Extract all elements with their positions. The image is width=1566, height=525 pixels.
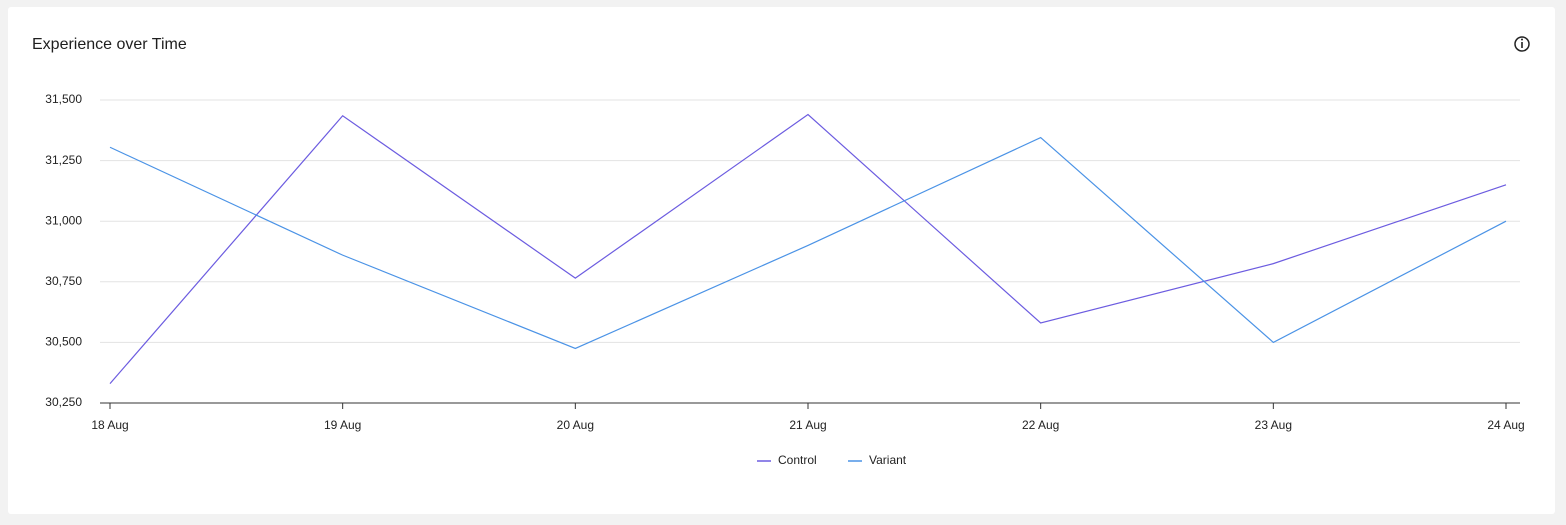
x-tick-label: 21 Aug	[789, 418, 826, 432]
x-tick-label: 18 Aug	[91, 418, 128, 432]
legend-label: Variant	[869, 453, 907, 467]
card	[8, 7, 1555, 514]
x-tick-label: 19 Aug	[324, 418, 361, 432]
x-tick-label: 24 Aug	[1487, 418, 1524, 432]
series-line	[109, 113, 1507, 385]
y-tick-label: 30,250	[45, 395, 82, 409]
y-tick-label: 31,000	[45, 213, 82, 227]
series-line	[109, 136, 1507, 350]
x-tick-label: 23 Aug	[1255, 418, 1292, 432]
y-tick-label: 31,500	[45, 92, 82, 106]
y-tick-label: 31,250	[45, 153, 82, 167]
legend-label: Control	[778, 453, 817, 467]
y-tick-label: 30,750	[45, 274, 82, 288]
info-icon[interactable]	[1514, 36, 1530, 52]
x-tick-label: 22 Aug	[1022, 418, 1059, 432]
y-tick-label: 30,500	[45, 335, 82, 349]
chart-title: Experience over Time	[32, 36, 187, 53]
x-tick-label: 20 Aug	[557, 418, 594, 432]
